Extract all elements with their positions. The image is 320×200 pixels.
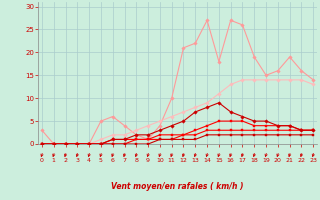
X-axis label: Vent moyen/en rafales ( km/h ): Vent moyen/en rafales ( km/h ) (111, 182, 244, 191)
